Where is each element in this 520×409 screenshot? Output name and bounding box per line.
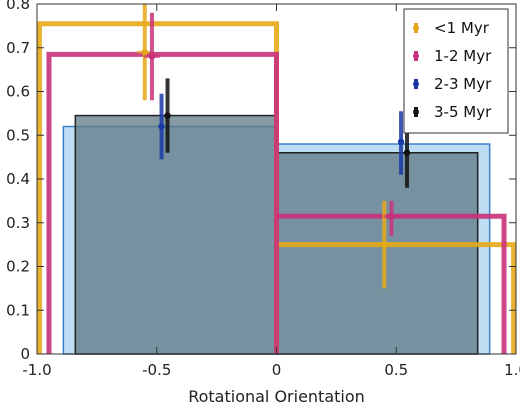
bar-1-2-myr-left bbox=[46, 51, 279, 354]
x-tick-label: -1.0 bbox=[22, 361, 51, 379]
point-3-5-myr-1 bbox=[403, 149, 411, 156]
legend-marker-1-2-myr bbox=[413, 53, 419, 59]
legend-label-1-2-myr: 1-2 Myr bbox=[434, 47, 492, 65]
legend-marker-2-3-myr bbox=[413, 81, 419, 87]
x-tick-label: 1.0 bbox=[504, 361, 520, 379]
bar-3-5-myr-left bbox=[74, 114, 278, 355]
point-3-5-myr-0 bbox=[164, 112, 171, 119]
y-tick-label: 0 bbox=[20, 345, 30, 363]
y-tick-label: 0.3 bbox=[6, 214, 30, 232]
point-1-2-myr-0 bbox=[148, 53, 156, 60]
legend-label-2-3-myr: 2-3 Myr bbox=[434, 75, 492, 93]
bar-1-2-myr-right bbox=[276, 213, 507, 354]
legend-box bbox=[403, 8, 509, 134]
legend-label-3-5-myr: 3-5 Myr bbox=[434, 103, 492, 121]
legend-label-1-myr: <1 Myr bbox=[434, 19, 490, 37]
y-tick-label: 0.5 bbox=[6, 126, 30, 144]
point-1-myr-1 bbox=[381, 241, 388, 248]
y-tick-label: 0.1 bbox=[6, 301, 30, 319]
legend: <1 Myr 1-2 Myr 2-3 Myr 3-5 Myr bbox=[403, 8, 509, 134]
point-1-2-myr-1 bbox=[388, 212, 395, 220]
bar-3-5-myr-right bbox=[275, 152, 479, 355]
point-2-3-myr-0 bbox=[158, 123, 165, 130]
point-2-3-myr-1 bbox=[397, 138, 405, 146]
x-tick-label: 0 bbox=[272, 361, 282, 379]
point-1-myr-0 bbox=[141, 48, 148, 56]
y-tick-label: 0.4 bbox=[6, 170, 30, 188]
y-tick-label: 0.6 bbox=[6, 83, 30, 101]
y-tick-label: 0.7 bbox=[6, 39, 30, 57]
legend-marker-1-myr bbox=[413, 25, 419, 31]
y-tick-label: 0.8 bbox=[6, 0, 30, 13]
histogram-bars bbox=[36, 21, 517, 355]
legend-marker-3-5-myr bbox=[413, 109, 419, 115]
axis-ticks: -1.0 -0.5 0 0.5 1.0 0 0.1 0.2 0.3 0.4 0.5 0.6 0.7 0.8 bbox=[6, 0, 520, 379]
x-tick-label: 0.5 bbox=[384, 361, 408, 379]
x-axis-title: Rotational Orientation bbox=[188, 387, 365, 406]
bar-1-myr-right bbox=[276, 242, 517, 354]
x-tick-label: -0.5 bbox=[142, 361, 171, 379]
y-tick-label: 0.2 bbox=[6, 258, 30, 276]
